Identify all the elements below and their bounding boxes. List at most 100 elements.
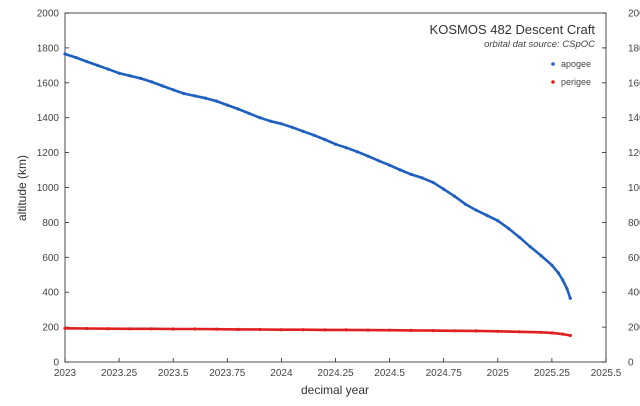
data-point-perigee [344, 328, 348, 332]
y-tick-label-right: 600 [628, 253, 640, 264]
data-point-apogee [561, 278, 565, 282]
y-tick-label-right: 1200 [628, 148, 640, 159]
y-tick-label-right: 1600 [628, 78, 640, 89]
legend-perigee-label: perigee [561, 77, 591, 87]
y-tick-label-left: 1400 [37, 113, 60, 124]
x-tick-label: 2024.75 [426, 368, 463, 379]
data-point-apogee [312, 133, 316, 137]
data-point-apogee [388, 163, 392, 167]
data-point-apogee [150, 80, 154, 84]
series-apogee [63, 52, 572, 300]
data-point-apogee [409, 172, 413, 176]
data-point-apogee [507, 226, 511, 231]
data-point-apogee [463, 202, 467, 206]
data-point-perigee [236, 327, 240, 331]
data-point-perigee [561, 332, 565, 336]
x-tick-label: 2024 [270, 368, 293, 379]
data-point-perigee [193, 327, 197, 331]
data-point-apogee [528, 245, 532, 249]
data-point-apogee [323, 137, 327, 142]
data-point-apogee [95, 63, 100, 67]
x-tick-label: 2025 [487, 368, 510, 379]
legend-apogee-marker [551, 62, 555, 66]
legend: apogee perigee [551, 59, 591, 87]
data-point-perigee [539, 330, 543, 334]
y-tick-label-left: 2000 [37, 9, 60, 20]
y-tick-label-left: 1200 [37, 148, 60, 159]
x-tick-label: 2025.25 [534, 368, 571, 379]
data-point-apogee [550, 263, 554, 267]
y-axis-left: 0 200 400 600 800 1000 1200 1400 1600 1800 2000 [37, 9, 69, 369]
legend-apogee-label: apogee [561, 59, 591, 69]
y-tick-label-right: 0 [628, 358, 634, 369]
x-tick-label: 2023.25 [101, 368, 138, 379]
x-axis: 2023 2023.25 2023.5 2023.75 2024 2024.25 2024.… [54, 358, 622, 379]
data-point-apogee [236, 107, 240, 111]
y-tick-label-left: 0 [53, 358, 59, 369]
data-point-perigee [431, 329, 435, 333]
x-tick-label: 2023 [54, 368, 77, 379]
data-point-perigee [258, 327, 262, 332]
data-point-perigee [63, 326, 67, 330]
data-point-apogee [301, 129, 305, 133]
y-tick-label-left: 200 [42, 323, 59, 334]
x-tick-label: 2024.5 [374, 368, 405, 379]
data-point-apogee [214, 99, 219, 103]
data-point-apogee [204, 96, 208, 100]
data-point-apogee [171, 88, 175, 92]
data-point-apogee [398, 168, 402, 172]
data-point-perigee [279, 328, 283, 332]
data-point-apogee [269, 119, 273, 123]
y-tick-label-right: 1800 [628, 43, 640, 54]
y-tick-label-left: 400 [42, 288, 59, 299]
data-point-perigee [106, 327, 110, 331]
y-axis-right: 0 200 400 600 800 1000 1200 1400 1600 1800 2000 [602, 9, 640, 369]
data-point-apogee [258, 116, 262, 120]
data-point-apogee [225, 103, 229, 107]
data-point-apogee [452, 194, 457, 198]
data-point-apogee [565, 287, 569, 291]
y-tick-label-right: 800 [628, 218, 640, 229]
data-point-apogee [139, 76, 143, 80]
x-tick-label: 2023.75 [209, 368, 246, 379]
series-perigee [63, 326, 572, 338]
data-point-apogee [247, 111, 251, 115]
data-point-apogee [556, 271, 561, 275]
data-point-perigee [409, 328, 413, 332]
data-point-apogee [517, 235, 522, 239]
data-point-perigee [517, 330, 522, 334]
data-point-apogee [485, 213, 489, 217]
series-line-perigee [63, 326, 572, 337]
data-point-perigee [568, 333, 572, 338]
legend-perigee-marker [551, 80, 555, 84]
plot-area [64, 12, 607, 363]
x-tick-label: 2025.5 [591, 368, 622, 379]
data-point-apogee [539, 254, 543, 258]
data-point-apogee [333, 142, 338, 146]
data-point-perigee [452, 329, 457, 333]
data-point-perigee [171, 327, 175, 331]
y-tick-label-right: 200 [628, 323, 640, 334]
x-axis-label: decimal year [301, 383, 369, 397]
y-tick-label-right: 1400 [628, 113, 640, 124]
data-point-apogee [290, 125, 294, 129]
y-tick-label-right: 2000 [628, 9, 640, 20]
data-point-apogee [431, 180, 435, 184]
data-point-apogee [568, 296, 572, 300]
data-point-apogee [279, 122, 283, 126]
data-point-apogee [355, 150, 359, 154]
data-point-perigee [496, 329, 500, 333]
chart-title: KOSMOS 482 Descent Craft [430, 22, 596, 37]
x-tick-label: 2024.25 [317, 368, 354, 379]
data-point-apogee [128, 74, 132, 78]
data-point-apogee [182, 92, 186, 96]
data-point-apogee [442, 187, 446, 191]
series-line-apogee [63, 52, 572, 300]
data-point-perigee [85, 326, 89, 331]
y-tick-label-left: 800 [42, 218, 59, 229]
data-point-apogee [366, 154, 370, 158]
data-point-apogee [377, 159, 381, 163]
data-point-perigee [550, 331, 554, 335]
data-point-perigee [128, 327, 132, 331]
